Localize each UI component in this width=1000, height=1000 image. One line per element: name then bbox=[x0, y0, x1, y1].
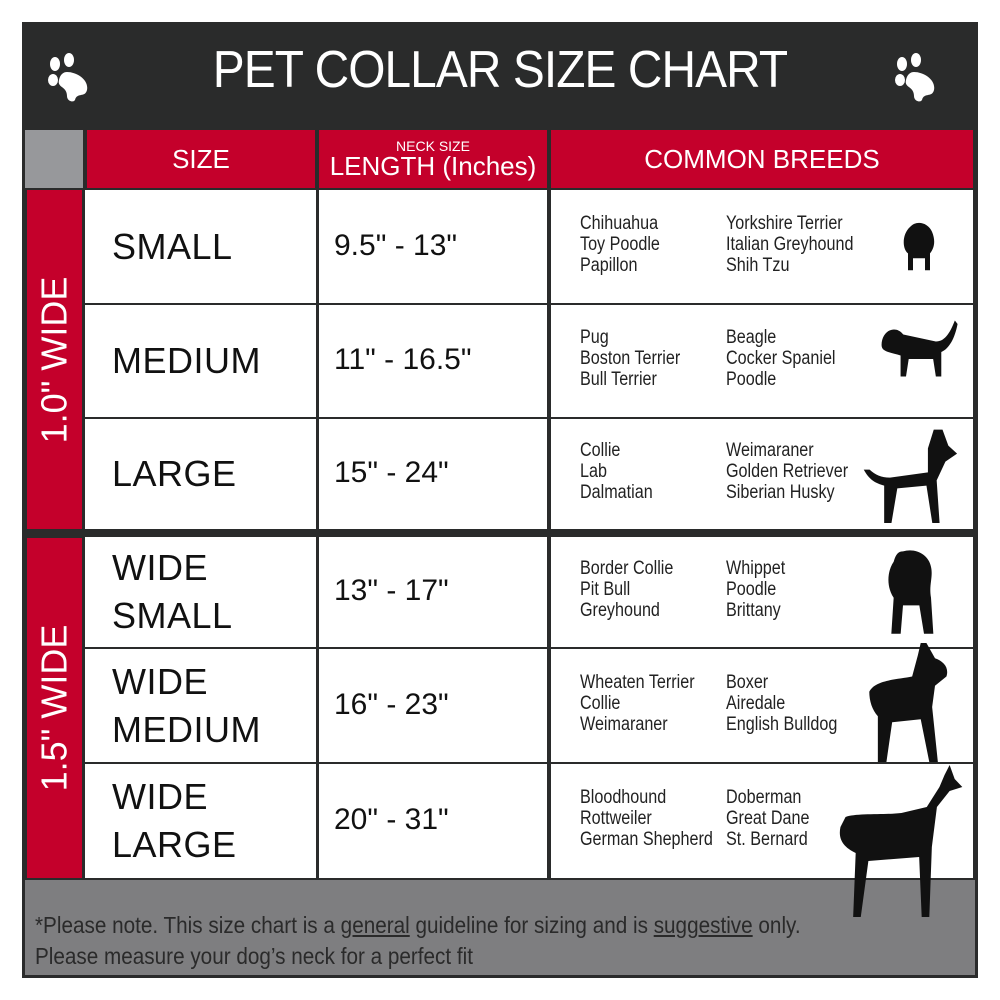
breed-name: Siberian Husky bbox=[726, 482, 835, 503]
footer bbox=[25, 880, 975, 975]
breed-name: English Bulldog bbox=[726, 713, 838, 735]
breed-name: Poodle bbox=[726, 579, 777, 600]
breed-name: Collie bbox=[580, 440, 621, 461]
dog-silhouette-icon bbox=[863, 429, 958, 523]
breed-name: Pug bbox=[580, 327, 609, 348]
breed-name: Weimaraner bbox=[580, 713, 668, 735]
size-label: WIDE LARGE bbox=[112, 776, 237, 865]
size-label: SMALL bbox=[112, 225, 233, 267]
breed-name: Chihuahua bbox=[580, 212, 659, 234]
breed-name: German Shepherd bbox=[580, 829, 713, 850]
header-size: SIZE bbox=[87, 130, 315, 188]
table-row: WIDE MEDIUM 16" - 23" Wheaten Terrier Collie… bbox=[85, 649, 973, 762]
dog-silhouette-icon bbox=[839, 765, 963, 917]
dog-silhouette-icon bbox=[881, 320, 958, 377]
header-breeds: COMMON BREEDS bbox=[551, 130, 973, 188]
table-row: MEDIUM 11" - 16.5" Pug Boston Terrier Bull T… bbox=[85, 305, 973, 417]
breed-name: Boston Terrier bbox=[580, 348, 681, 369]
breed-name: Great Dane bbox=[726, 808, 810, 829]
size-label: MEDIUM bbox=[112, 340, 261, 381]
length-value: 11" - 16.5" bbox=[334, 343, 472, 376]
dog-silhouette-icon bbox=[888, 550, 934, 634]
breed-name: Bull Terrier bbox=[580, 369, 657, 390]
breed-name: Airedale bbox=[726, 692, 786, 714]
breed-name: Yorkshire Terrier bbox=[726, 212, 843, 234]
breed-name: Beagle bbox=[726, 327, 777, 348]
breed-name: Collie bbox=[580, 692, 621, 714]
breed-name: Shih Tzu bbox=[726, 254, 790, 276]
breed-name: Golden Retriever bbox=[726, 461, 849, 482]
size-label: WIDE SMALL bbox=[112, 547, 233, 636]
breed-name: St. Bernard bbox=[726, 829, 808, 850]
group-1-bar bbox=[27, 190, 82, 529]
breed-name: Dalmatian bbox=[580, 482, 653, 503]
size-label: WIDE MEDIUM bbox=[112, 660, 261, 750]
breed-name: Lab bbox=[580, 461, 607, 482]
breed-name: Toy Poodle bbox=[580, 233, 660, 255]
group-2-bar bbox=[27, 538, 82, 878]
breed-list: Bloodhound Rottweiler German Shepherd bbox=[580, 787, 713, 850]
breed-name: Whippet bbox=[726, 558, 786, 579]
page-title: PET COLLAR SIZE CHART bbox=[212, 41, 788, 99]
dog-silhouette-icon bbox=[869, 643, 948, 762]
breed-name: Brittany bbox=[726, 600, 781, 621]
table-row: WIDE LARGE 20" - 31" Bloodhound Rottweiler Ge… bbox=[85, 764, 973, 878]
header-length: NECK SIZE LENGTH (Inches) bbox=[319, 130, 547, 188]
breed-name: Rottweiler bbox=[580, 808, 652, 829]
breed-list: Border Collie Pit Bull Greyhound bbox=[580, 558, 673, 621]
breed-name: Bloodhound bbox=[580, 787, 667, 808]
header-length-small: NECK SIZE bbox=[396, 138, 470, 154]
group-label: 1.5" WIDE bbox=[33, 624, 75, 792]
breed-name: Cocker Spaniel bbox=[726, 348, 836, 369]
breed-list: Boxer Airedale English Bulldog bbox=[726, 672, 837, 735]
breed-name: Doberman bbox=[726, 787, 802, 808]
footer-note: *Please note. This size chart is a gener… bbox=[35, 912, 801, 938]
dog-silhouette-icon bbox=[903, 222, 935, 271]
breed-name: Weimaraner bbox=[726, 440, 814, 461]
breed-list: Doberman Great Dane St. Bernard bbox=[726, 787, 809, 850]
breed-list: Wheaten Terrier Collie Weimaraner bbox=[580, 672, 695, 735]
paw-icon bbox=[48, 53, 88, 102]
breed-list: Weimaraner Golden Retriever Siberian Husky bbox=[726, 440, 848, 503]
breed-list: Pug Boston Terrier Bull Terrier bbox=[580, 327, 680, 390]
footer-note-line2: Please measure your dog’s neck for a per… bbox=[35, 943, 474, 969]
length-value: 20" - 31" bbox=[334, 803, 449, 836]
header-length-main: LENGTH (Inches) bbox=[329, 151, 537, 181]
breed-name: Greyhound bbox=[580, 600, 660, 621]
group-label: 1.0" WIDE bbox=[33, 276, 75, 443]
table-row: SMALL 9.5" - 13" Chihuahua Toy Poodle Papill… bbox=[85, 190, 973, 303]
breed-list: Chihuahua Toy Poodle Papillon bbox=[580, 213, 660, 276]
length-value: 16" - 23" bbox=[334, 687, 449, 721]
paw-icon bbox=[895, 53, 935, 102]
breed-name: Border Collie bbox=[580, 558, 674, 579]
length-value: 15" - 24" bbox=[334, 456, 449, 489]
breed-list: Whippet Poodle Brittany bbox=[726, 558, 785, 621]
corner-cell bbox=[25, 130, 83, 188]
breed-list: Beagle Cocker Spaniel Poodle bbox=[726, 327, 836, 390]
breed-name: Papillon bbox=[580, 254, 638, 276]
breed-list: Yorkshire Terrier Italian Greyhound Shih T… bbox=[726, 213, 854, 276]
length-value: 13" - 17" bbox=[334, 574, 449, 607]
breed-name: Italian Greyhound bbox=[726, 233, 854, 255]
breed-name: Boxer bbox=[726, 671, 769, 693]
breed-name: Wheaten Terrier bbox=[580, 671, 695, 693]
length-value: 9.5" - 13" bbox=[334, 228, 458, 262]
table-row: WIDE SMALL 13" - 17" Border Collie Pit Bull G… bbox=[85, 537, 973, 647]
breed-name: Poodle bbox=[726, 369, 777, 390]
breed-list: Collie Lab Dalmatian bbox=[580, 440, 653, 503]
table-row: LARGE 15" - 24" Collie Lab Dalmatian Weimaran… bbox=[85, 419, 973, 529]
breed-name: Pit Bull bbox=[580, 579, 631, 600]
size-label: LARGE bbox=[112, 453, 237, 494]
